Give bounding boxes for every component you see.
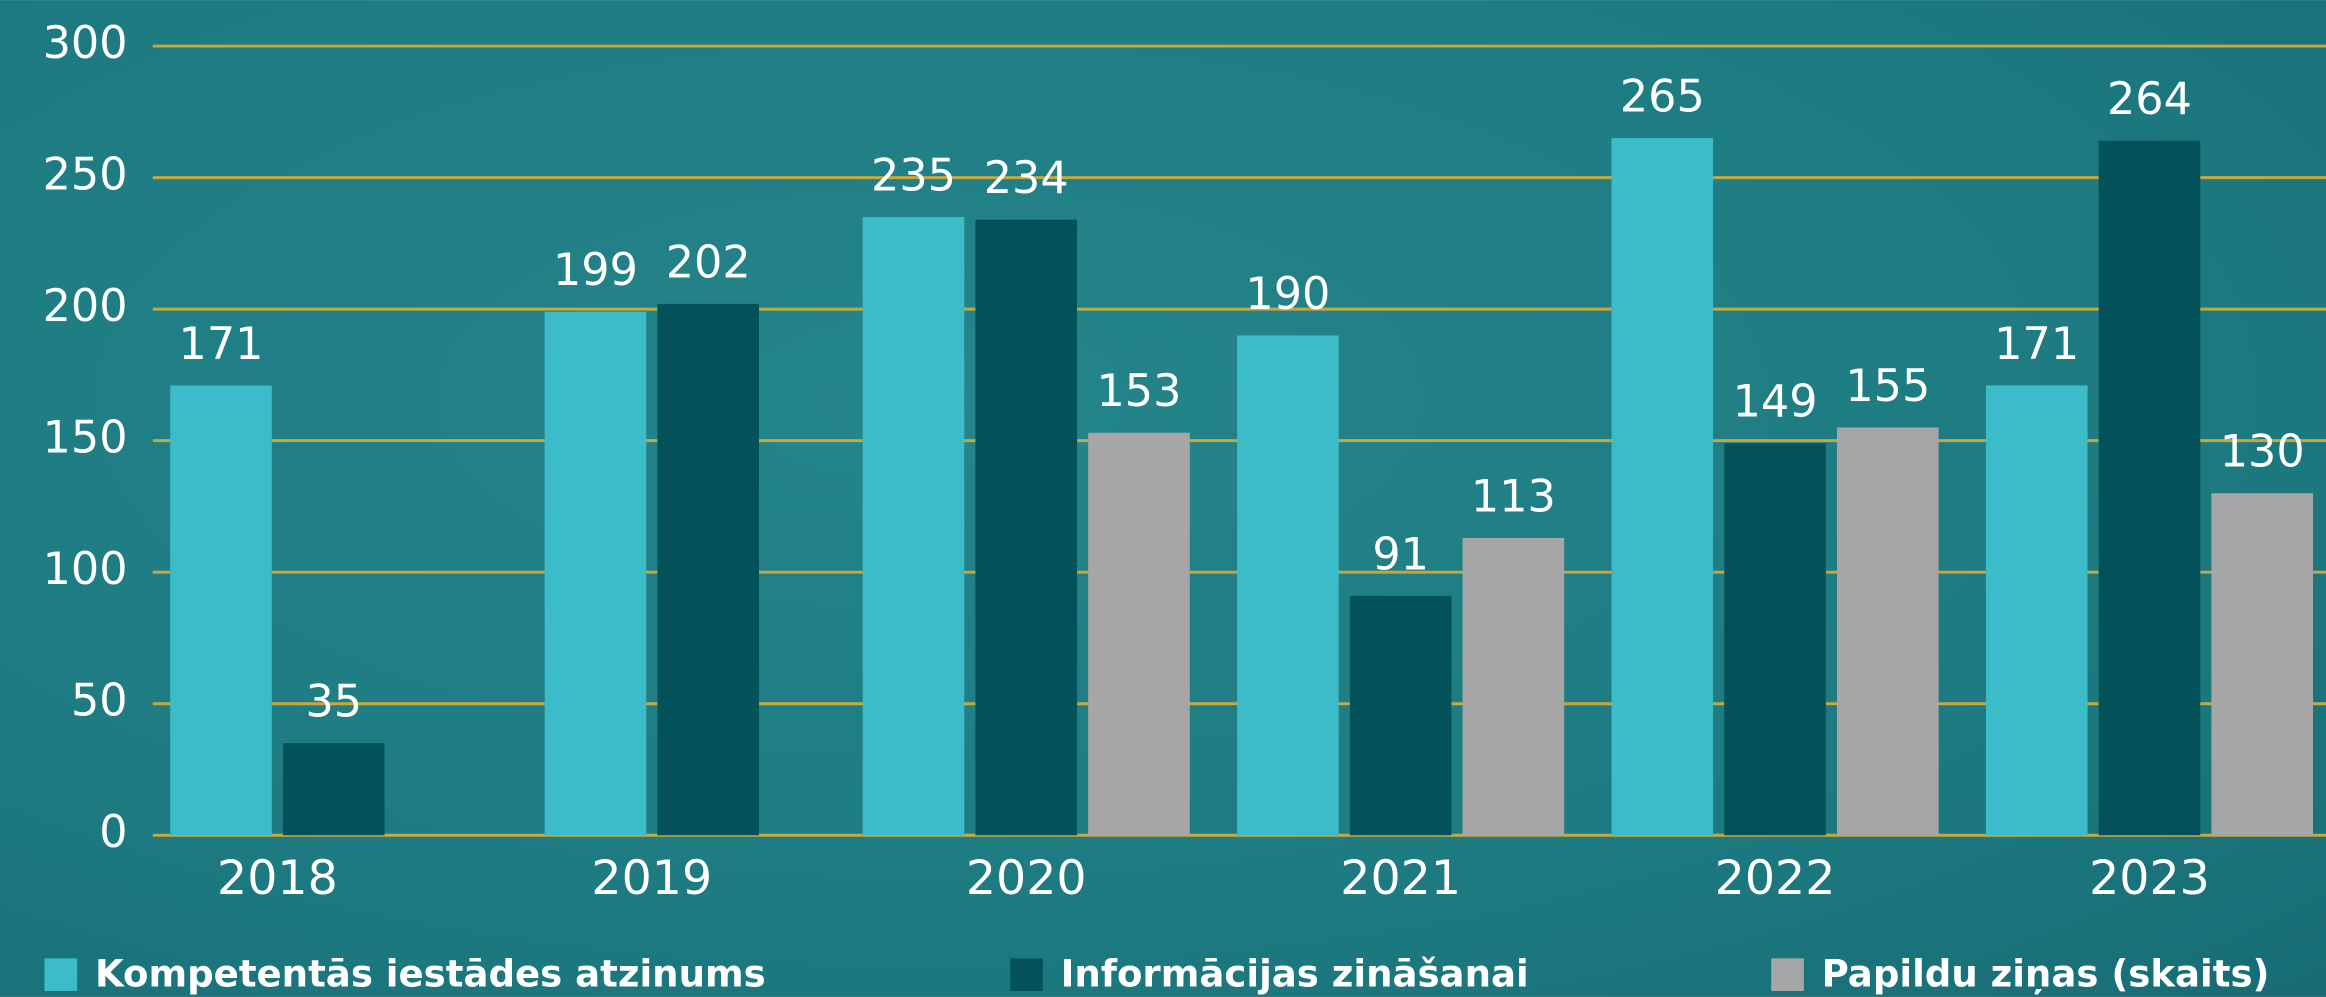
bar (862, 217, 965, 836)
y-tick-label: 0 (99, 807, 127, 858)
bar (2098, 140, 2201, 836)
value-label: 91 (1372, 529, 1429, 580)
bar (1462, 537, 1565, 836)
legend-label: Informācijas zināšanai (1061, 953, 1529, 996)
legend-swatch (44, 958, 78, 991)
bar (1836, 427, 1939, 836)
bar (657, 303, 759, 836)
x-tick-label: 2022 (1715, 851, 1836, 906)
bar (975, 219, 1078, 836)
value-label: 265 (1620, 72, 1705, 123)
bar (1611, 138, 1714, 836)
x-tick-label: 2023 (2089, 851, 2210, 906)
value-label: 264 (2107, 74, 2192, 125)
bar (170, 385, 272, 836)
value-label: 234 (984, 153, 1069, 204)
bar (1724, 443, 1826, 836)
y-tick-label: 200 (43, 281, 128, 332)
y-tick-label: 50 (71, 676, 128, 727)
bar (1349, 595, 1452, 836)
value-label: 113 (1471, 471, 1556, 522)
value-label: 130 (2220, 427, 2305, 478)
bar (544, 311, 647, 836)
y-tick-label: 300 (43, 18, 128, 69)
bar (1088, 432, 1190, 836)
value-label: 35 (305, 677, 362, 728)
value-label: 199 (553, 245, 638, 296)
x-tick-label: 2020 (966, 851, 1087, 906)
value-label: 202 (666, 237, 751, 288)
y-tick-label: 250 (43, 150, 128, 201)
x-tick-label: 2018 (217, 851, 338, 906)
legend-label: Kompetentās iestādes atzinums (95, 953, 766, 996)
bar (2211, 493, 2314, 836)
value-label: 235 (871, 150, 956, 201)
y-tick-label: 100 (43, 544, 128, 595)
x-tick-label: 2021 (1340, 851, 1461, 906)
value-label: 155 (1845, 361, 1930, 412)
legend-label: Papildu ziņas (skaits) (1822, 953, 2270, 996)
legend-swatch (1010, 958, 1043, 991)
bar (1985, 385, 2088, 836)
bar (282, 743, 385, 836)
value-label: 171 (179, 319, 264, 370)
value-label: 153 (1097, 366, 1182, 417)
x-tick-label: 2019 (591, 851, 712, 906)
value-label: 149 (1733, 377, 1818, 428)
bar (1237, 335, 1339, 836)
legend-swatch (1771, 958, 1804, 991)
y-tick-label: 150 (43, 413, 128, 464)
value-label: 171 (1994, 319, 2079, 370)
value-label: 190 (1245, 269, 1330, 320)
